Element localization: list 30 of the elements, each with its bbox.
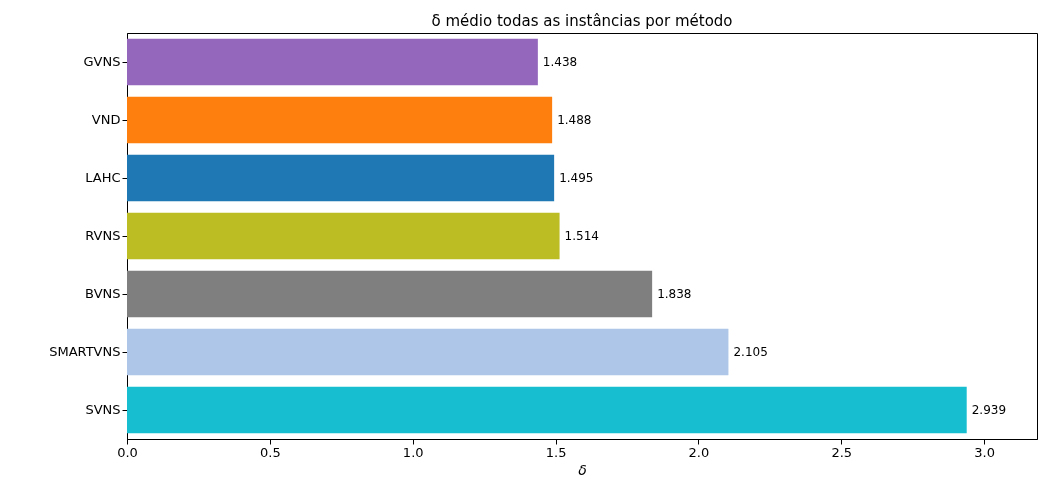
x-axis-title: δ (578, 461, 587, 478)
data-label: 1.495 (559, 171, 594, 185)
data-label: 1.838 (657, 287, 692, 301)
x-tick-label: 1.0 (402, 444, 424, 460)
bar (127, 212, 560, 260)
y-tick-label: BVNS (85, 286, 121, 301)
x-tick-label: 2.5 (831, 444, 853, 460)
bar (127, 328, 729, 376)
bar (127, 38, 538, 86)
x-tick-label: 1.5 (545, 444, 567, 460)
y-tick-label: SVNS (85, 402, 121, 417)
x-tick-label: 0.5 (260, 444, 281, 460)
data-label: 1.438 (542, 55, 578, 69)
y-tick-label: SMARTVNS (49, 344, 121, 359)
y-tick-label: VND (91, 112, 121, 127)
x-tick-label: 3.0 (974, 444, 995, 460)
x-tick-label: 2.0 (688, 444, 710, 460)
bar (127, 270, 653, 318)
data-label: 2.939 (971, 403, 1007, 417)
bar (127, 154, 555, 202)
y-tick-label: LAHC (85, 170, 121, 185)
y-tick-label: RVNS (85, 228, 121, 243)
bar (127, 386, 967, 434)
data-label: 1.514 (564, 229, 599, 243)
x-tick-label: 0.0 (117, 444, 138, 460)
bar (127, 96, 553, 144)
y-tick-label: GVNS (83, 54, 121, 69)
data-label: 2.105 (733, 345, 768, 359)
chart-title: δ médio todas as instâncias por método (431, 12, 733, 30)
data-label: 1.488 (557, 113, 592, 127)
